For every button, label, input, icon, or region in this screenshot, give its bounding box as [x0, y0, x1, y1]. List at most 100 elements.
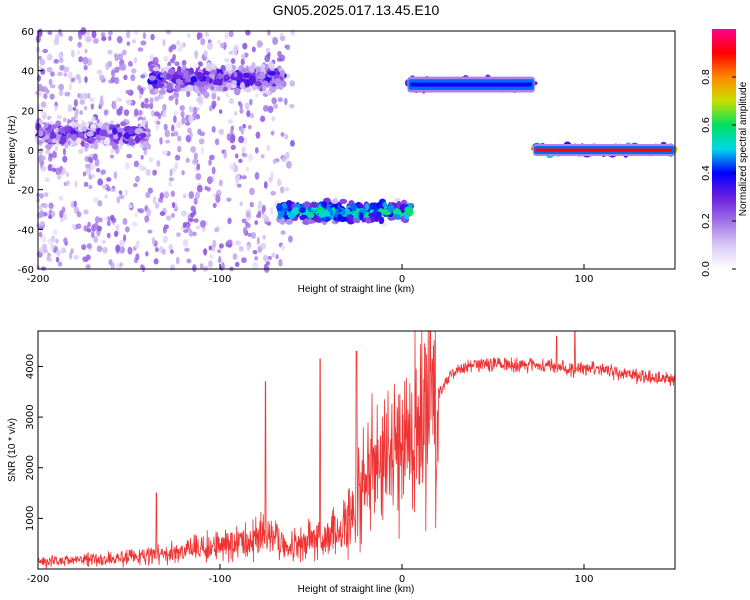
spectrogram-noise-blob	[40, 101, 47, 108]
spectrogram-panel: -200 -100 0 100 60 40 20 0 -20 -40 -60 Height of …	[7, 27, 678, 295]
spectrogram-noise-blob	[216, 96, 221, 102]
spectrogram-signal-blob	[117, 127, 125, 133]
spectrogram-noise-blob	[146, 208, 152, 217]
spectrogram-noise-blob	[192, 106, 198, 115]
spectrogram-noise-blob	[63, 72, 68, 77]
spectrogram-noise-blob	[154, 96, 160, 102]
spectrogram-noise-blob	[262, 104, 269, 112]
spectrogram-noise-blob	[263, 181, 268, 189]
spectrogram-noise-blob	[152, 169, 158, 176]
spectrogram-noise-blob	[270, 190, 277, 196]
spectrogram-noise-blob	[38, 231, 43, 238]
spectrogram-noise-blob	[221, 262, 225, 271]
spectrogram-noise-blob	[275, 254, 279, 260]
spectrogram-noise-blob	[50, 71, 55, 77]
spectrogram-noise-blob	[53, 37, 60, 46]
spectrogram-noise-blob	[203, 49, 208, 57]
snr-series-line	[37, 330, 676, 570]
spectrogram-noise-blob	[174, 161, 178, 170]
spectrogram-noise-blob	[50, 243, 55, 251]
spectrogram-signal-blob	[222, 86, 228, 92]
spectrogram-noise-blob	[199, 263, 204, 269]
spectrogram-signal-blob	[303, 201, 311, 208]
spectrogram-noise-blob	[168, 46, 173, 53]
spectrogram-noise-blob	[151, 109, 155, 118]
spectrogram-noise-blob	[285, 44, 291, 51]
spectrogram-signal-blob	[59, 127, 65, 135]
spectrogram-signal-blob	[205, 65, 213, 71]
spectrogram-noise-blob	[162, 110, 167, 119]
snr-y-tick-label: 3000	[25, 404, 36, 429]
spectrogram-noise-blob	[86, 228, 92, 233]
spectrogram-noise-blob	[242, 123, 246, 129]
spectrogram-noise-blob	[214, 227, 220, 233]
spectrogram-noise-blob	[85, 167, 92, 176]
spectrogram-signal-blob	[136, 128, 144, 134]
spectrogram-noise-blob	[43, 192, 49, 198]
spectrogram-noise-blob	[209, 154, 215, 161]
spectrogram-signal-blob	[258, 71, 266, 80]
spectrogram-signal-blob	[156, 82, 165, 88]
spectrogram-noise-blob	[154, 247, 159, 253]
spectrogram-noise-blob	[94, 216, 100, 224]
spectrogram-signal-blob	[339, 198, 348, 205]
spectrogram-signal-blob	[223, 74, 230, 79]
spectrogram-signal-blob	[330, 199, 339, 204]
spectrogram-noise-blob	[174, 92, 180, 99]
spectrogram-noise-blob	[88, 184, 93, 190]
spectrogram-noise-blob	[57, 261, 63, 267]
spectrogram-noise-blob	[133, 183, 138, 188]
spectrogram-signal-blob	[175, 78, 182, 85]
spectrogram-noise-blob	[44, 149, 51, 155]
spectrogram-signal-blob	[337, 213, 343, 222]
spectrogram-noise-blob	[140, 154, 144, 160]
spectrogram-noise-blob	[170, 132, 175, 137]
spectrogram-signal-blob	[225, 82, 233, 90]
spectrogram-noise-blob	[200, 146, 205, 155]
spectrogram-noise-blob	[247, 124, 252, 130]
spectrogram-noise-blob	[75, 74, 81, 80]
spectrogram-noise-blob	[234, 240, 241, 246]
spectrogram-noise-blob	[263, 254, 268, 262]
spectrogram-noise-blob	[142, 32, 147, 40]
spectrogram-noise-blob	[90, 162, 96, 171]
spectrogram-noise-blob	[241, 175, 247, 180]
spectrogram-signal-blob	[185, 84, 194, 92]
spectrogram-noise-blob	[177, 145, 182, 153]
spectrogram-noise-blob	[245, 211, 251, 218]
spectrogram-noise-blob	[76, 211, 82, 218]
spectrogram-noise-blob	[181, 170, 185, 176]
spectrogram-noise-blob	[228, 30, 234, 38]
spectrogram-signal-blob	[255, 65, 260, 73]
spectrogram-noise-blob	[116, 35, 123, 44]
spectrogram-noise-blob	[90, 103, 95, 110]
spectrogram-noise-blob	[245, 166, 249, 172]
spectrogram-noise-blob	[123, 109, 130, 116]
spectrogram-noise-blob	[133, 56, 138, 64]
spectrogram-signal-blob	[115, 123, 121, 128]
spectrogram-noise-blob	[194, 50, 199, 58]
spectrogram-noise-blob	[209, 105, 213, 112]
spectrogram-noise-blob	[211, 126, 216, 133]
spectrogram-noise-blob	[121, 49, 127, 56]
spectrogram-noise-blob	[67, 104, 73, 113]
spectrogram-noise-blob	[196, 163, 201, 171]
spectrogram-noise-blob	[67, 71, 73, 80]
spectrogram-noise-blob	[61, 206, 66, 214]
spectrogram-noise-blob	[144, 215, 150, 223]
spectrogram-noise-blob	[197, 95, 204, 104]
spectrogram-y-tick-label: -20	[18, 186, 34, 197]
spectrogram-signal-blob	[293, 207, 299, 213]
spectrogram-noise-blob	[96, 167, 101, 173]
spectrogram-signal-blob	[242, 72, 250, 79]
spectrogram-noise-blob	[171, 166, 176, 173]
spectrogram-noise-blob	[155, 123, 160, 132]
spectrogram-signal-blob	[83, 142, 90, 149]
spectrogram-noise-blob	[260, 242, 266, 250]
spectrogram-noise-blob	[137, 109, 143, 116]
spectrogram-noise-blob	[193, 218, 199, 223]
spectrogram-noise-blob	[39, 192, 44, 199]
spectrogram-signal-blob	[225, 63, 233, 72]
spectrogram-noise-blob	[159, 192, 164, 200]
spectrogram-noise-blob	[276, 178, 282, 187]
